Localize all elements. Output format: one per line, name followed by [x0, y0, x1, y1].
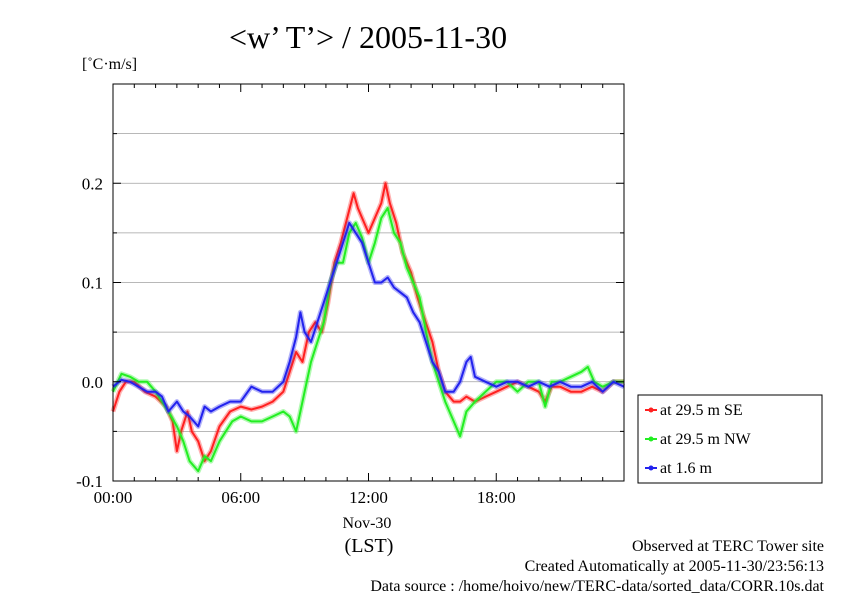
x-tick-label: 00:00: [94, 488, 133, 507]
legend-label: at 29.5 m NW: [660, 431, 752, 448]
chart-title: <w’ T’> / 2005-11-30: [229, 19, 507, 55]
legend-label: at 29.5 m SE: [660, 402, 743, 419]
legend-marker: [648, 465, 654, 471]
footer-data-source: Data source : /home/hoivo/new/TERC-data/…: [370, 578, 824, 595]
footer-created: Created Automatically at 2005-11-30/23:5…: [525, 558, 824, 575]
x-date-label: Nov-30: [343, 515, 392, 532]
y-tick-label: 0.1: [82, 274, 103, 293]
legend-marker: [648, 436, 654, 442]
y-tick-label: -0.1: [76, 472, 103, 491]
legend: at 29.5 m SE at 29.5 m NW at 1.6 m: [637, 394, 823, 484]
x-tick-label: 12:00: [349, 488, 388, 507]
x-tick-label: 18:00: [477, 488, 516, 507]
series-line: [112, 221, 625, 428]
legend-box: [637, 394, 823, 484]
y-axis-unit-label: [˚C·m/s]: [82, 56, 137, 73]
y-tick-label: 0.0: [82, 373, 103, 392]
y-tick-label: 0.2: [82, 174, 103, 193]
series-line: [112, 207, 624, 473]
legend-marker: [648, 407, 654, 413]
series-group: [110, 180, 626, 474]
x-axis-label: (LST): [345, 535, 394, 557]
x-tick-label: 06:00: [221, 488, 260, 507]
footer-observed: Observed at TERC Tower site: [632, 538, 824, 555]
axis-ticks: -0.1 0.0 0.1 0.2 00:00 06:00 12:00 18:00: [76, 84, 624, 507]
legend-label: at 1.6 m: [660, 460, 713, 477]
